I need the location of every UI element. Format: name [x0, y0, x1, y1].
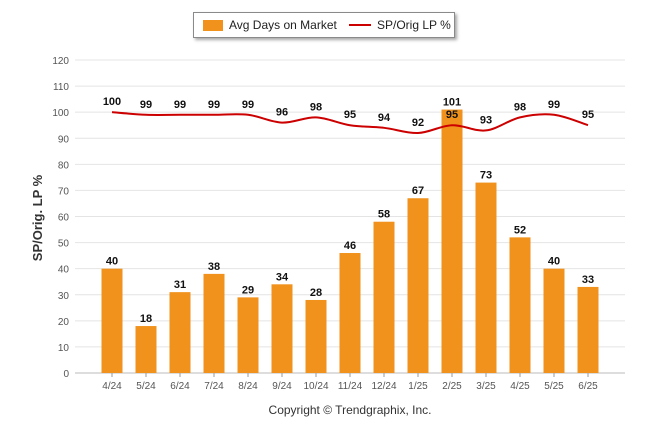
bar-value-label: 52	[514, 224, 526, 236]
line-series	[111, 111, 589, 135]
line-value-label: 99	[208, 99, 220, 111]
x-tick-label: 8/24	[238, 381, 258, 392]
bar-value-label: 58	[378, 209, 390, 221]
x-tick-label: 9/24	[272, 381, 292, 392]
bar-value-label: 40	[548, 256, 560, 268]
bar-value-label: 31	[174, 279, 186, 291]
x-tick-label: 12/24	[371, 381, 396, 392]
x-tick-label: 11/24	[338, 381, 363, 392]
bar	[407, 198, 429, 373]
line-value-label: 96	[276, 107, 288, 119]
x-tick-label: 10/24	[303, 381, 328, 392]
y-tick-label: 10	[58, 343, 70, 354]
bar	[169, 292, 191, 373]
bar	[475, 182, 497, 373]
legend-line-swatch	[349, 24, 371, 26]
line-value-label: 95	[582, 109, 594, 121]
line-value-label: 92	[412, 117, 424, 129]
line-value-label: 94	[378, 112, 391, 124]
line-value-label: 100	[103, 96, 121, 108]
legend-line-label: SP/Orig LP %	[377, 18, 451, 32]
bar-value-label: 18	[140, 313, 152, 325]
y-axis-ticks: 0 10 20 30 40 50 60 70 80 90 100 110 120	[52, 56, 69, 380]
bar-value-label: 73	[480, 170, 492, 182]
bar-value-label: 46	[344, 240, 356, 252]
x-tick-label: 6/24	[170, 381, 190, 392]
x-tick-label: 4/25	[510, 381, 530, 392]
line-value-label: 99	[242, 99, 254, 111]
bar-series	[101, 109, 599, 373]
legend-bar-swatch	[203, 20, 223, 31]
line-value-label: 99	[140, 99, 152, 111]
x-tick-label: 5/25	[544, 381, 564, 392]
y-axis-label: SP/Orig. LP %	[30, 174, 45, 261]
y-tick-label: 90	[58, 134, 70, 145]
y-tick-label: 0	[63, 369, 69, 380]
bar	[441, 109, 463, 373]
y-tick-label: 70	[58, 186, 70, 197]
bar-value-label: 33	[582, 274, 594, 286]
x-tick-label: 6/25	[578, 381, 598, 392]
y-tick-label: 20	[58, 317, 70, 328]
bar	[577, 286, 599, 373]
line-value-label: 95	[344, 109, 356, 121]
y-tick-label: 80	[58, 160, 70, 171]
line-value-label: 99	[548, 99, 560, 111]
line-value-label: 99	[174, 99, 186, 111]
bar	[339, 253, 361, 373]
bar	[373, 221, 395, 373]
x-tick-label: 7/24	[204, 381, 224, 392]
y-tick-label: 40	[58, 265, 70, 276]
y-tick-label: 110	[53, 82, 69, 93]
bar-value-label: 38	[208, 261, 220, 273]
line-value-label: 98	[310, 101, 322, 113]
y-tick-label: 30	[58, 291, 70, 302]
x-tick-label: 4/24	[102, 381, 122, 392]
bar-value-label: 101	[443, 97, 461, 109]
bar	[135, 326, 157, 373]
bar-value-label: 67	[412, 185, 424, 197]
x-tick-label: 2/25	[442, 381, 462, 392]
x-tick-label: 3/25	[476, 381, 496, 392]
line-value-label: 93	[480, 114, 492, 126]
bar-value-label: 34	[276, 271, 289, 283]
bar-value-label: 40	[106, 256, 118, 268]
y-tick-label: 50	[58, 239, 70, 250]
line-path	[111, 111, 589, 135]
y-tick-label: 60	[58, 213, 70, 224]
bar	[543, 268, 565, 373]
bar	[101, 268, 123, 373]
y-tick-label: 100	[52, 108, 69, 119]
legend-bar-label: Avg Days on Market	[229, 18, 337, 32]
legend: Avg Days on Market SP/Orig LP %	[193, 12, 455, 38]
x-axis-ticks: 4/24 5/24 6/24 7/24 8/24 9/24 10/24 11/24 12/24 1…	[102, 373, 598, 392]
copyright-text: Copyright © Trendgraphix, Inc.	[268, 403, 432, 417]
bar	[237, 297, 259, 373]
line-value-label: 95	[446, 109, 458, 121]
bar	[305, 299, 327, 373]
bar-value-label: 29	[242, 284, 254, 296]
line-value-label: 98	[514, 101, 526, 113]
y-tick-label: 120	[52, 56, 69, 67]
x-tick-label: 5/24	[136, 381, 156, 392]
bar-value-label: 28	[310, 287, 322, 299]
data-labels: 40 18 31 38 29 34 28 46 58 67 101 73 52 40 33 100 99 99 99…	[103, 96, 594, 325]
bar	[203, 273, 225, 373]
bar	[509, 237, 531, 373]
x-tick-label: 1/25	[408, 381, 428, 392]
bar	[271, 284, 293, 373]
